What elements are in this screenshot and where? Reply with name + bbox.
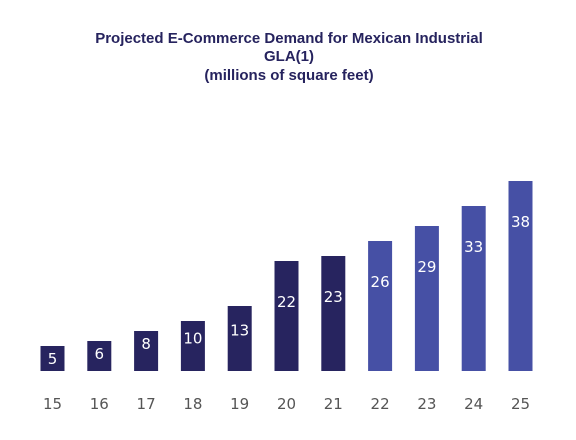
bar-value-label-25: 38 bbox=[511, 213, 530, 231]
bar-value-label-17: 8 bbox=[141, 335, 151, 353]
x-tick-label-23: 23 bbox=[417, 395, 436, 413]
bar-17 bbox=[134, 331, 159, 371]
x-tick-label-16: 16 bbox=[90, 395, 109, 413]
bar-value-label-21: 23 bbox=[324, 288, 343, 306]
x-tick-label-20: 20 bbox=[277, 395, 296, 413]
chart-title-line-1: Projected E-Commerce Demand for Mexican … bbox=[95, 30, 483, 47]
bar-23 bbox=[414, 226, 439, 371]
bar-24 bbox=[461, 206, 486, 371]
chart-title-line-2: GLA(1) bbox=[264, 48, 314, 65]
x-tick-label-15: 15 bbox=[43, 395, 62, 413]
x-tick-label-22: 22 bbox=[371, 395, 390, 413]
bar-value-label-22: 26 bbox=[371, 273, 390, 291]
x-tick-label-18: 18 bbox=[183, 395, 202, 413]
x-tick-label-19: 19 bbox=[230, 395, 249, 413]
bar-22 bbox=[368, 241, 393, 371]
bars-group bbox=[40, 181, 533, 371]
bar-value-label-20: 22 bbox=[277, 293, 296, 311]
x-axis-tick-labels: 15 16 17 18 19 20 21 22 23 24 25 bbox=[43, 395, 530, 413]
bar-value-label-23: 29 bbox=[417, 258, 436, 276]
bar-value-label-18: 10 bbox=[183, 330, 202, 348]
x-tick-label-24: 24 bbox=[464, 395, 483, 413]
bar-15 bbox=[40, 346, 65, 371]
bar-value-label-15: 5 bbox=[48, 350, 58, 368]
x-tick-label-17: 17 bbox=[137, 395, 156, 413]
bar-value-label-19: 13 bbox=[230, 321, 249, 339]
bar-16 bbox=[87, 341, 112, 371]
bar-18 bbox=[180, 321, 205, 371]
bar-19 bbox=[227, 306, 252, 371]
bar-value-label-16: 6 bbox=[95, 345, 105, 363]
x-tick-label-25: 25 bbox=[511, 395, 530, 413]
bar-25 bbox=[508, 181, 533, 371]
x-tick-label-21: 21 bbox=[324, 395, 343, 413]
chart-title-line-3: (millions of square feet) bbox=[204, 67, 373, 84]
bar-21 bbox=[321, 256, 346, 371]
chart-title: Projected E-Commerce Demand for Mexican … bbox=[95, 30, 483, 84]
bar-20 bbox=[274, 261, 299, 371]
bar-value-label-24: 33 bbox=[464, 238, 483, 256]
bar-labels-group: 5 6 8 10 13 22 23 26 29 33 38 bbox=[48, 213, 530, 368]
